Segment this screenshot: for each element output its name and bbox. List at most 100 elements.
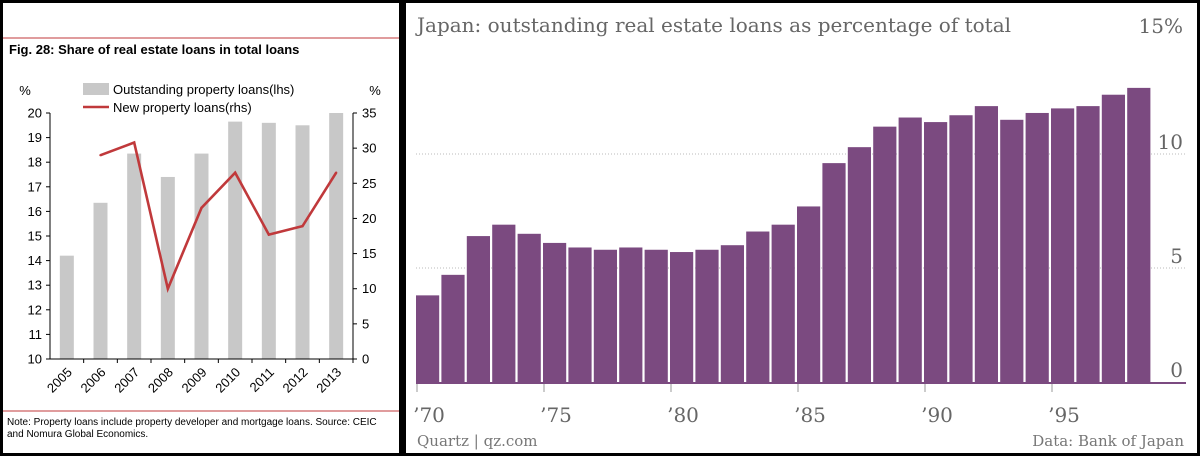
- bar-1983: [746, 231, 770, 382]
- left-tick-label: 20: [28, 106, 42, 121]
- left-tick-label: 11: [29, 327, 43, 342]
- bar-1978: [619, 247, 643, 382]
- x-tick-label: 2010: [212, 365, 243, 396]
- right-tick-label: 15: [362, 246, 376, 261]
- bar-1990: [924, 122, 948, 382]
- footer-source: Data: Bank of Japan: [1032, 432, 1184, 450]
- left-axis-unit: %: [19, 83, 31, 98]
- footer-credit: Quartz | qz.com: [417, 432, 538, 450]
- y-tick-label: 10: [1158, 130, 1183, 154]
- x-tick-label: ’95: [1048, 403, 1080, 427]
- chart-title: Japan: outstanding real estate loans as …: [415, 13, 1011, 37]
- line-point-2009: [200, 206, 203, 210]
- x-tick-label: 2008: [145, 365, 176, 396]
- nomura-chart-panel: Fig. 28: Share of real estate loans in t…: [3, 3, 399, 453]
- line-point-2006: [99, 153, 102, 157]
- bar-1994: [1025, 112, 1049, 383]
- line-point-2007: [132, 141, 136, 144]
- y-tick-label: 5: [1170, 244, 1183, 268]
- right-tick-label: 35: [362, 106, 376, 121]
- bar-1981: [695, 249, 719, 382]
- right-tick-label: 25: [362, 176, 376, 191]
- x-tick-label: 2011: [247, 365, 277, 395]
- x-tick-label: 2006: [78, 365, 109, 396]
- bar-1989: [898, 117, 922, 383]
- source-note: Note: Property loans include property de…: [7, 417, 377, 428]
- x-tick-label: ’75: [540, 403, 572, 427]
- line-point-2012: [301, 224, 304, 228]
- bar-1992: [974, 106, 998, 383]
- bar-1986: [822, 163, 846, 382]
- left-tick-label: 13: [28, 278, 42, 293]
- bar-1975: [543, 242, 567, 382]
- quartz-chart-panel: Japan: outstanding real estate loans as …: [406, 3, 1197, 453]
- bar-2012: [295, 125, 310, 359]
- x-tick-label: 2009: [179, 365, 210, 396]
- bar-1977: [593, 249, 617, 382]
- x-tick-label: 2007: [111, 365, 142, 396]
- bar-1970: [416, 295, 440, 382]
- x-tick-label: ’85: [794, 403, 826, 427]
- bar-2013: [329, 113, 344, 359]
- bar-1998: [1127, 87, 1151, 382]
- right-tick-label: 10: [362, 281, 376, 296]
- bar-1973: [492, 224, 516, 382]
- bar-1988: [873, 126, 897, 382]
- bar-1997: [1101, 94, 1125, 382]
- bar-1991: [949, 115, 973, 383]
- quartz-chart-svg: Japan: outstanding real estate loans as …: [413, 13, 1186, 450]
- bar-1979: [644, 249, 668, 382]
- right-axis-unit: %: [369, 83, 381, 98]
- bar-2008: [160, 176, 175, 359]
- bar-2010: [228, 121, 243, 359]
- source-note: and Nomura Global Economics.: [7, 429, 148, 440]
- line-point-2013: [334, 171, 338, 174]
- right-tick-label: 20: [362, 211, 376, 226]
- x-tick-label: 2005: [44, 365, 75, 396]
- left-tick-label: 16: [28, 204, 42, 219]
- nomura-chart-svg: Fig. 28: Share of real estate loans in t…: [3, 37, 399, 440]
- bar-1972: [466, 236, 490, 382]
- chart-title: Fig. 28: Share of real estate loans in t…: [9, 42, 299, 57]
- bar-2009: [194, 153, 209, 359]
- x-tick-label: 2012: [280, 365, 311, 396]
- bar-1971: [441, 274, 465, 382]
- left-tick-label: 18: [28, 155, 42, 170]
- left-tick-label: 10: [28, 352, 42, 367]
- bar-2005: [59, 255, 74, 359]
- bar-1976: [568, 247, 592, 382]
- x-tick-label: 2013: [313, 365, 344, 396]
- right-tick-label: 30: [362, 141, 376, 156]
- right-tick-label: 0: [362, 352, 369, 367]
- left-tick-label: 17: [28, 179, 42, 194]
- bar-1993: [1000, 119, 1024, 383]
- line-point-2008: [166, 287, 170, 290]
- bar-2006: [93, 202, 108, 359]
- new-property-loans-line: [100, 140, 338, 293]
- line-point-2010: [233, 171, 237, 174]
- legend-bar-label: Outstanding property loans(lhs): [113, 82, 294, 97]
- bar-1980: [670, 252, 694, 382]
- bar-1995: [1051, 108, 1075, 383]
- bar-1985: [797, 206, 821, 382]
- bar-1982: [720, 245, 744, 382]
- bar-2011: [261, 122, 276, 359]
- legend-bar-swatch: [83, 83, 109, 95]
- legend-line-label: New property loans(rhs): [113, 100, 252, 115]
- y-tick-label: 15%: [1139, 14, 1183, 38]
- y-tick-label: 0: [1170, 358, 1183, 382]
- line-point-2011: [267, 233, 271, 236]
- x-tick-label: ’70: [413, 403, 445, 427]
- x-tick-label: ’90: [921, 403, 953, 427]
- bar-2007: [127, 153, 142, 359]
- right-tick-label: 5: [362, 316, 369, 331]
- bar-1974: [517, 233, 541, 382]
- left-tick-label: 19: [28, 130, 42, 145]
- bar-1987: [847, 147, 871, 382]
- left-tick-label: 14: [28, 253, 42, 268]
- left-tick-label: 12: [28, 302, 42, 317]
- left-tick-label: 15: [28, 229, 42, 244]
- bar-1984: [771, 224, 795, 382]
- bar-1996: [1076, 106, 1100, 383]
- x-tick-label: ’80: [667, 403, 699, 427]
